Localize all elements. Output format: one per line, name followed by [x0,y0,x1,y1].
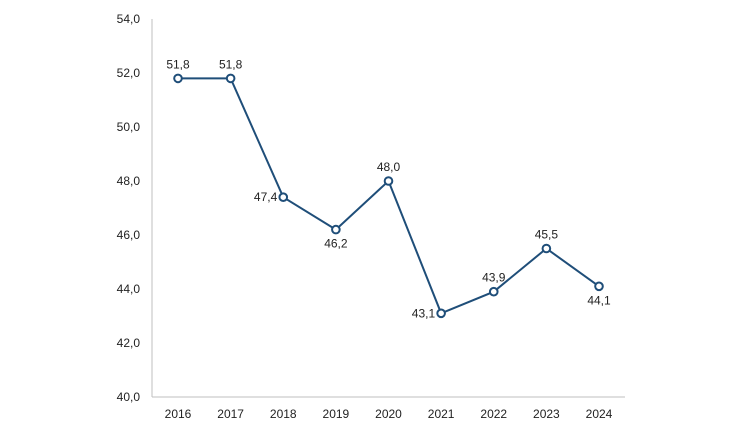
data-label: 48,0 [377,160,401,174]
data-label: 43,1 [412,306,436,320]
data-point [331,224,341,235]
x-tick-label: 2024 [586,407,613,421]
data-point [436,308,446,319]
x-tick-label: 2019 [323,407,350,421]
data-point [278,192,289,202]
y-tick-label: 50,0 [117,120,141,134]
x-tick-label: 2018 [270,407,297,421]
data-label: 44,1 [587,293,611,307]
x-tick-label: 2020 [375,407,402,421]
y-tick-label: 48,0 [117,174,141,188]
y-tick-label: 42,0 [117,336,141,350]
data-label: 51,8 [219,57,243,71]
data-point [594,281,604,292]
x-tick-label: 2022 [480,407,507,421]
data-point [541,243,552,254]
data-labels: 51,8 51,8 47,4 46,2 48,0 43,1 43,9 45,5 44,1 [166,57,611,320]
y-tick-label: 54,0 [117,12,141,26]
y-tick-label: 46,0 [117,228,141,242]
data-point [488,286,499,297]
chart-axes [151,19,625,398]
x-tick-label: 2016 [165,407,192,421]
data-label: 47,4 [254,190,278,204]
y-tick-label: 44,0 [117,282,141,296]
data-point [383,176,394,186]
series-line [178,77,600,315]
x-tick-labels: 2016 2017 2018 2019 2020 2021 2022 2023 2024 [165,407,613,421]
data-points [173,73,604,319]
x-tick-label: 2023 [533,407,560,421]
y-tick-label: 40,0 [117,390,141,404]
data-point [173,73,183,84]
x-tick-label: 2021 [428,407,455,421]
x-tick-label: 2017 [217,407,244,421]
y-tick-label: 52,0 [117,66,141,80]
y-tick-labels: 40,0 42,0 44,0 46,0 48,0 50,0 52,0 54,0 [117,12,141,404]
data-label: 45,5 [535,228,559,242]
data-label: 43,9 [482,271,506,285]
data-label: 46,2 [324,237,348,251]
data-label: 51,8 [166,57,190,71]
data-point [225,73,236,84]
